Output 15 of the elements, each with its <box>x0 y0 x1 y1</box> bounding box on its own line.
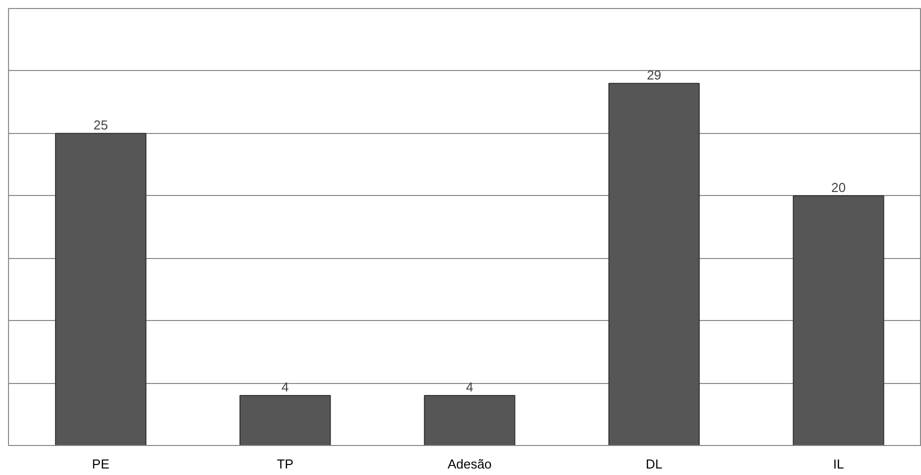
bar <box>424 395 516 446</box>
x-tick-label: TP <box>276 456 294 472</box>
data-label: 4 <box>282 380 289 395</box>
bar <box>239 395 331 446</box>
data-label: 25 <box>93 117 108 132</box>
data-label: 4 <box>466 380 474 395</box>
x-tick-label: DL <box>646 456 662 472</box>
x-tick-label: PE <box>92 456 110 472</box>
data-label: 20 <box>831 180 846 195</box>
bar <box>55 132 146 446</box>
x-tick-label: IL <box>833 456 844 472</box>
x-tick-label: Adesão <box>448 456 492 472</box>
bar <box>792 195 884 446</box>
data-label: 29 <box>646 67 662 82</box>
bar <box>608 82 700 446</box>
